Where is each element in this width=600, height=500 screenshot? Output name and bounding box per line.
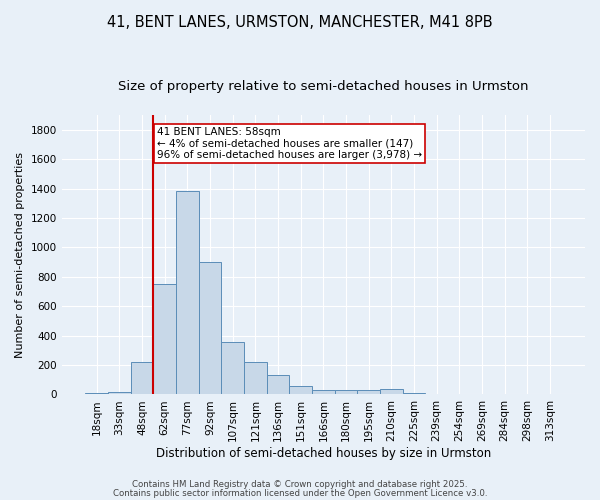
Bar xyxy=(289,386,312,394)
Text: Contains HM Land Registry data © Crown copyright and database right 2025.: Contains HM Land Registry data © Crown c… xyxy=(132,480,468,489)
Text: Contains public sector information licensed under the Open Government Licence v3: Contains public sector information licen… xyxy=(113,489,487,498)
Title: Size of property relative to semi-detached houses in Urmston: Size of property relative to semi-detach… xyxy=(118,80,529,93)
Text: 41, BENT LANES, URMSTON, MANCHESTER, M41 8PB: 41, BENT LANES, URMSTON, MANCHESTER, M41… xyxy=(107,15,493,30)
Bar xyxy=(403,393,425,394)
Bar xyxy=(358,390,380,394)
Bar xyxy=(108,392,131,394)
Bar xyxy=(131,362,154,394)
Bar xyxy=(154,284,176,395)
X-axis label: Distribution of semi-detached houses by size in Urmston: Distribution of semi-detached houses by … xyxy=(156,447,491,460)
Bar xyxy=(312,390,335,394)
Bar xyxy=(266,376,289,394)
Bar xyxy=(85,393,108,394)
Bar xyxy=(335,390,358,394)
Text: 41 BENT LANES: 58sqm
← 4% of semi-detached houses are smaller (147)
96% of semi-: 41 BENT LANES: 58sqm ← 4% of semi-detach… xyxy=(157,127,422,160)
Bar xyxy=(380,390,403,394)
Bar xyxy=(199,262,221,394)
Y-axis label: Number of semi-detached properties: Number of semi-detached properties xyxy=(15,152,25,358)
Bar xyxy=(176,192,199,394)
Bar xyxy=(221,342,244,394)
Bar xyxy=(244,362,266,394)
